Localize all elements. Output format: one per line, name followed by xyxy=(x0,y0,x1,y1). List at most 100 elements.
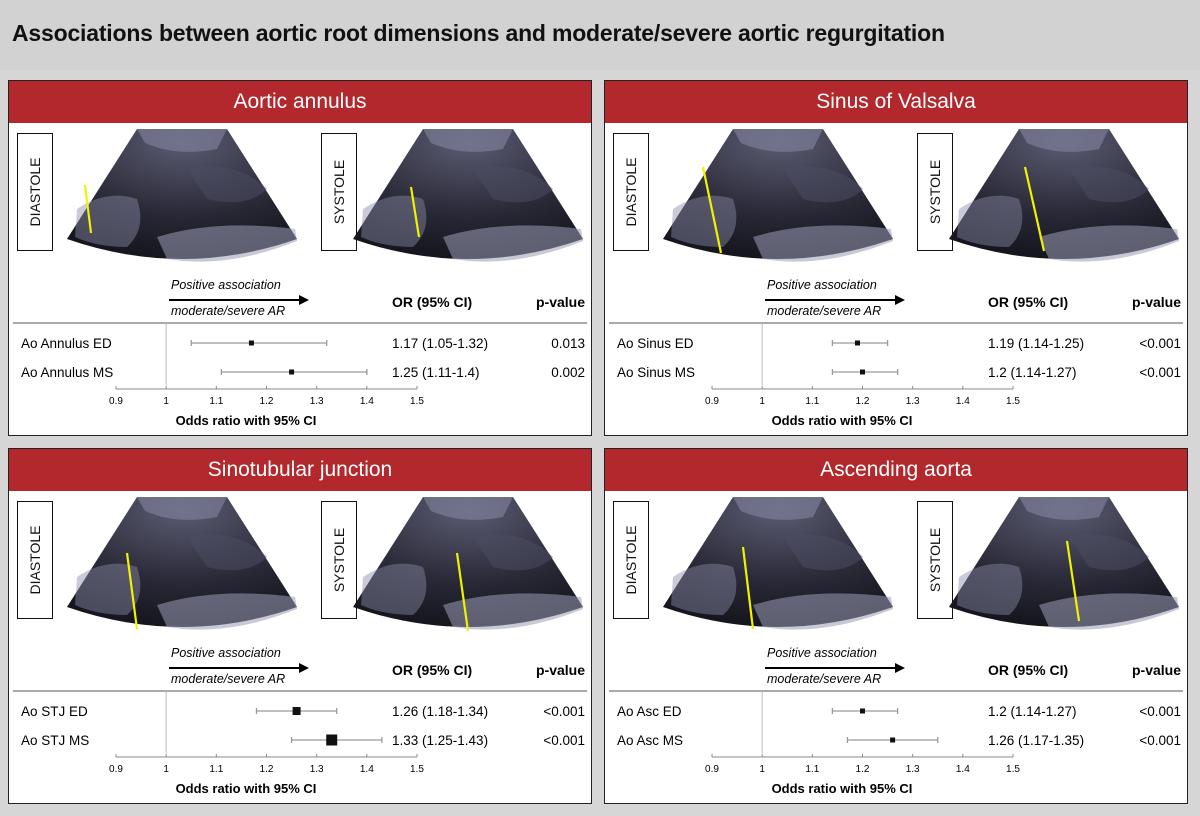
panel-3: Sinotubular junction DIASTOLE SYSTOLE Posit… xyxy=(8,448,592,804)
row-label: Ao Annulus MS xyxy=(21,365,113,380)
row-label: Ao Asc MS xyxy=(617,733,683,748)
x-tick-label: 1.2 xyxy=(856,764,870,775)
row-label: Ao Annulus ED xyxy=(21,336,112,351)
x-tick-label: 1.2 xyxy=(260,396,274,407)
or-marker xyxy=(860,369,865,375)
x-tick-label: 1 xyxy=(163,764,169,775)
p-value-header: p-value xyxy=(1132,662,1181,678)
echo-images: DIASTOLE SYSTOLE xyxy=(605,123,1187,273)
association-label: Positive association xyxy=(767,646,877,660)
title-bar: Associations between aortic root dimensi… xyxy=(0,0,1200,70)
x-tick-label: 1.1 xyxy=(805,764,819,775)
or-marker xyxy=(854,340,860,346)
x-tick-label: 0.9 xyxy=(705,764,719,775)
x-tick-label: 1.3 xyxy=(310,396,324,407)
x-tick-label: 1.5 xyxy=(1006,764,1020,775)
x-tick-label: 0.9 xyxy=(109,764,123,775)
p-value: 0.002 xyxy=(551,365,585,380)
p-value-header: p-value xyxy=(536,662,585,678)
p-value-header: p-value xyxy=(1132,294,1181,310)
x-tick-label: 1.4 xyxy=(360,764,374,775)
diastole-echo-image xyxy=(663,497,893,631)
systole-text: SYSTOLE xyxy=(927,527,943,593)
or-marker xyxy=(326,734,338,746)
p-value: <0.001 xyxy=(543,733,585,748)
x-axis-label: Odds ratio with 95% CI xyxy=(772,413,913,428)
or-value: 1.26 (1.17-1.35) xyxy=(988,733,1084,748)
echo-images: DIASTOLE SYSTOLE xyxy=(9,123,591,273)
or-marker xyxy=(860,708,865,714)
systole-echo-image xyxy=(949,129,1179,263)
x-axis-label: Odds ratio with 95% CI xyxy=(772,781,913,796)
diastole-text: DIASTOLE xyxy=(623,525,639,595)
forest-plot: Positive association moderate/severe AR OR… xyxy=(605,273,1187,433)
panel-4: Ascending aorta DIASTOLE SYSTOLE Positive a… xyxy=(604,448,1188,804)
systole-text: SYSTOLE xyxy=(331,159,347,225)
diastole-text: DIASTOLE xyxy=(27,157,43,227)
x-axis-label: Odds ratio with 95% CI xyxy=(176,413,317,428)
or-marker xyxy=(248,340,254,346)
or-header: OR (95% CI) xyxy=(392,662,472,678)
systole-label: SYSTOLE xyxy=(321,133,357,251)
diastole-echo-image xyxy=(67,129,297,263)
systole-text: SYSTOLE xyxy=(927,159,943,225)
panel-2: Sinus of Valsalva DIASTOLE SYSTOLE Positive… xyxy=(604,80,1188,436)
forest-plot: Positive association moderate/severe AR OR… xyxy=(9,641,591,801)
association-label: Positive association xyxy=(767,278,877,292)
row-label: Ao Sinus MS xyxy=(617,365,695,380)
systole-text: SYSTOLE xyxy=(331,527,347,593)
diastole-label: DIASTOLE xyxy=(17,133,53,251)
x-tick-label: 1 xyxy=(163,396,169,407)
x-tick-label: 0.9 xyxy=(109,396,123,407)
x-tick-label: 1 xyxy=(759,396,765,407)
or-value: 1.2 (1.14-1.27) xyxy=(988,704,1077,719)
panel-title: Sinus of Valsalva xyxy=(605,81,1187,123)
systole-label: SYSTOLE xyxy=(321,501,357,619)
or-value: 1.17 (1.05-1.32) xyxy=(392,336,488,351)
or-header: OR (95% CI) xyxy=(392,294,472,310)
x-tick-label: 1.1 xyxy=(805,396,819,407)
panel-1: Aortic annulus DIASTOLE SYSTOLE Positive as… xyxy=(8,80,592,436)
measurement-line xyxy=(409,186,421,238)
x-tick-label: 1.3 xyxy=(906,764,920,775)
systole-echo-image xyxy=(353,497,583,632)
measurement-line xyxy=(741,546,755,630)
forest-plot: Positive association moderate/severe AR OR… xyxy=(605,641,1187,801)
p-value: <0.001 xyxy=(1139,733,1181,748)
diastole-echo-image xyxy=(663,129,893,263)
measurement-line xyxy=(125,552,139,630)
association-sublabel: moderate/severe AR xyxy=(767,304,881,318)
p-value: <0.001 xyxy=(1139,336,1181,351)
association-label: Positive association xyxy=(171,646,281,660)
x-tick-label: 1.2 xyxy=(260,764,274,775)
diastole-label: DIASTOLE xyxy=(613,133,649,251)
or-header: OR (95% CI) xyxy=(988,294,1068,310)
x-tick-label: 1 xyxy=(759,764,765,775)
or-value: 1.25 (1.11-1.4) xyxy=(392,365,480,380)
x-tick-label: 1.1 xyxy=(209,764,223,775)
x-tick-label: 1.2 xyxy=(856,396,870,407)
or-value: 1.26 (1.18-1.34) xyxy=(392,704,488,719)
forest-plot: Positive association moderate/severe AR OR… xyxy=(9,273,591,433)
x-tick-label: 1.3 xyxy=(310,764,324,775)
systole-label: SYSTOLE xyxy=(917,133,953,251)
diastole-echo-image xyxy=(67,497,297,631)
row-label: Ao Asc ED xyxy=(617,704,682,719)
or-marker xyxy=(292,707,301,715)
or-marker xyxy=(890,737,896,743)
diastole-label: DIASTOLE xyxy=(613,501,649,619)
association-label: Positive association xyxy=(171,278,281,292)
x-tick-label: 1.4 xyxy=(956,396,970,407)
p-value: <0.001 xyxy=(1139,365,1181,380)
diastole-text: DIASTOLE xyxy=(27,525,43,595)
echo-images: DIASTOLE SYSTOLE xyxy=(605,491,1187,641)
x-tick-label: 1.4 xyxy=(360,396,374,407)
p-value: <0.001 xyxy=(543,704,585,719)
association-sublabel: moderate/severe AR xyxy=(171,672,285,686)
measurement-line xyxy=(1023,166,1046,252)
arrow-head xyxy=(299,663,309,673)
measurement-line xyxy=(455,552,470,632)
panel-title: Aortic annulus xyxy=(9,81,591,123)
arrow-head xyxy=(299,295,309,305)
x-tick-label: 1.5 xyxy=(410,396,424,407)
